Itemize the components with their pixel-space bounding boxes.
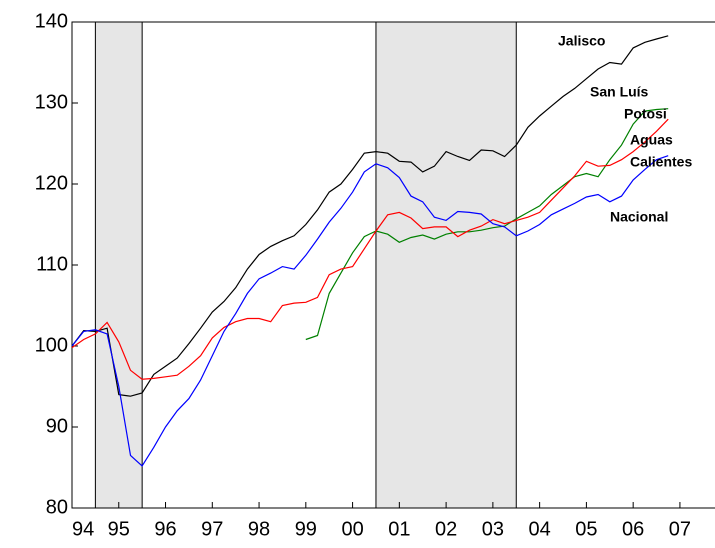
y-tick-label: 110 [36, 253, 68, 275]
shaded-region [94, 21, 143, 509]
x-tick-label: 06 [622, 518, 644, 540]
axis-frame [71, 21, 715, 509]
x-tick-label: 04 [529, 518, 551, 540]
series-line [71, 35, 669, 397]
series-line [305, 108, 669, 341]
y-tick-label: 130 [35, 91, 68, 113]
x-tick-label: 03 [482, 518, 504, 540]
x-tick-label: 96 [154, 518, 176, 540]
series-line [71, 155, 669, 467]
annotation: San Luís [590, 84, 649, 100]
x-tick-label: 07 [669, 518, 691, 540]
annotation: Potosi [624, 106, 667, 122]
annotation: Aguas [630, 132, 673, 148]
annotation: Calientes [630, 154, 692, 170]
y-tick-label: 80 [46, 496, 68, 518]
series-line [71, 118, 669, 380]
x-tick-label: 05 [575, 518, 597, 540]
x-tick-label: 94 [72, 518, 94, 540]
y-tick-label: 140 [35, 10, 68, 32]
x-tick-label: 99 [295, 518, 317, 540]
shaded-region [375, 21, 517, 509]
annotation: Jalisco [558, 33, 605, 49]
x-tick-label: 98 [248, 518, 270, 540]
x-tick-label: 95 [108, 518, 130, 540]
x-tick-label: 00 [341, 518, 363, 540]
x-tick-label: 97 [201, 518, 223, 540]
y-tick-label: 120 [35, 172, 68, 194]
y-tick-label: 90 [46, 415, 68, 437]
y-tick-label: 100 [35, 334, 68, 356]
x-tick-label: 02 [435, 518, 457, 540]
annotation: Nacional [610, 209, 668, 225]
x-tick-label: 01 [388, 518, 410, 540]
